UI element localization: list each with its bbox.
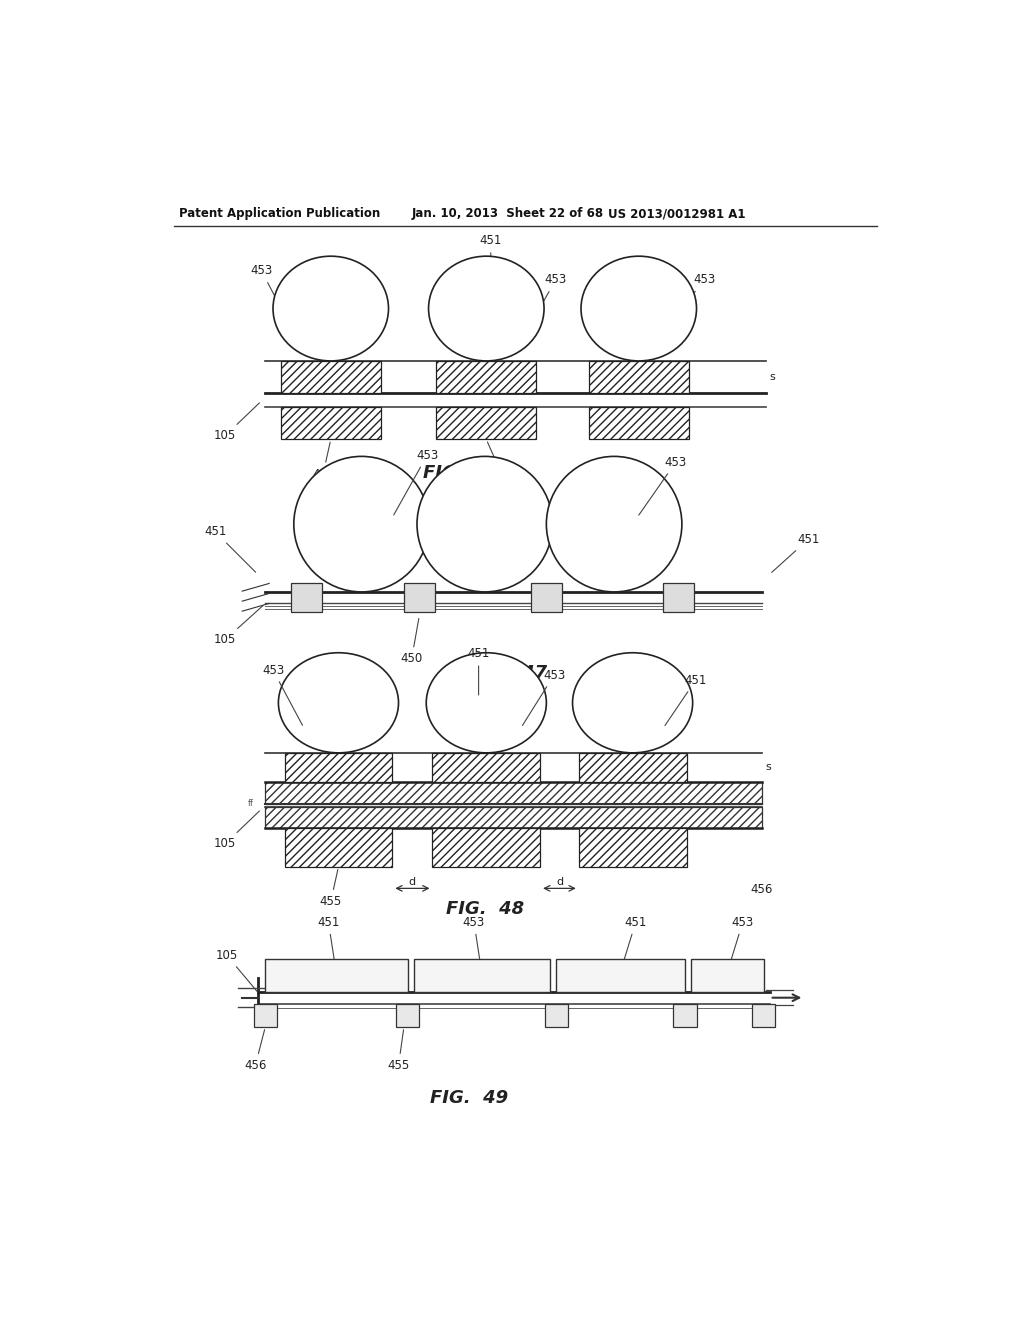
Text: 451: 451 bbox=[479, 234, 502, 322]
Bar bbox=[291, 582, 322, 612]
Bar bbox=[432, 752, 541, 781]
Text: 450: 450 bbox=[312, 442, 334, 480]
Ellipse shape bbox=[426, 653, 547, 752]
Text: ff: ff bbox=[248, 799, 254, 808]
Text: 451: 451 bbox=[622, 916, 647, 969]
Text: FIG.  48: FIG. 48 bbox=[445, 900, 524, 919]
Bar bbox=[531, 582, 562, 612]
Text: 453: 453 bbox=[250, 264, 291, 327]
Bar bbox=[265, 807, 762, 829]
Bar bbox=[589, 407, 689, 440]
Text: FIG.  47: FIG. 47 bbox=[469, 664, 547, 681]
Bar bbox=[285, 752, 392, 781]
Ellipse shape bbox=[581, 256, 696, 360]
Ellipse shape bbox=[294, 457, 429, 591]
Bar bbox=[265, 960, 408, 991]
Text: 455: 455 bbox=[387, 1030, 410, 1072]
Text: 451: 451 bbox=[317, 916, 340, 969]
Bar bbox=[281, 360, 381, 393]
Text: 453: 453 bbox=[639, 455, 687, 515]
Text: 105: 105 bbox=[214, 606, 263, 647]
Text: 451: 451 bbox=[467, 647, 489, 696]
Ellipse shape bbox=[273, 256, 388, 360]
Text: 456: 456 bbox=[751, 883, 773, 896]
Bar bbox=[403, 582, 435, 612]
Text: 453: 453 bbox=[672, 273, 716, 322]
Text: 105: 105 bbox=[214, 403, 259, 442]
Text: 450: 450 bbox=[400, 619, 423, 665]
Text: d: d bbox=[556, 878, 563, 887]
Bar bbox=[545, 1003, 568, 1027]
Text: 453: 453 bbox=[393, 449, 438, 515]
Ellipse shape bbox=[429, 256, 544, 360]
Text: 105: 105 bbox=[216, 949, 257, 991]
Bar bbox=[285, 829, 392, 867]
Text: 105: 105 bbox=[214, 810, 259, 850]
Text: 456: 456 bbox=[244, 1030, 266, 1072]
Text: FIG.  46: FIG. 46 bbox=[423, 463, 501, 482]
Bar bbox=[664, 582, 694, 612]
Text: s: s bbox=[770, 372, 775, 381]
Bar bbox=[589, 360, 689, 393]
Text: 453: 453 bbox=[522, 668, 565, 726]
Text: 451: 451 bbox=[665, 673, 707, 726]
Bar bbox=[752, 1003, 775, 1027]
Ellipse shape bbox=[417, 457, 553, 591]
Bar bbox=[691, 960, 764, 991]
Bar bbox=[436, 407, 537, 440]
Bar bbox=[432, 829, 541, 867]
Text: s: s bbox=[766, 763, 771, 772]
Bar bbox=[579, 752, 686, 781]
Text: 453: 453 bbox=[728, 916, 754, 969]
Text: d: d bbox=[409, 878, 416, 887]
Text: 453: 453 bbox=[463, 916, 485, 969]
Text: 453: 453 bbox=[262, 664, 302, 726]
Bar bbox=[436, 360, 537, 393]
Text: FIG.  49: FIG. 49 bbox=[430, 1089, 509, 1106]
Text: US 2013/0012981 A1: US 2013/0012981 A1 bbox=[608, 207, 745, 220]
Bar bbox=[674, 1003, 696, 1027]
Text: Patent Application Publication: Patent Application Publication bbox=[179, 207, 380, 220]
Bar bbox=[265, 781, 762, 804]
Bar bbox=[556, 960, 685, 991]
Bar bbox=[281, 407, 381, 440]
Text: 451: 451 bbox=[772, 533, 819, 573]
Text: 450: 450 bbox=[487, 442, 513, 480]
Bar bbox=[396, 1003, 419, 1027]
Text: 455: 455 bbox=[319, 870, 342, 908]
Text: Jan. 10, 2013  Sheet 22 of 68: Jan. 10, 2013 Sheet 22 of 68 bbox=[412, 207, 604, 220]
Ellipse shape bbox=[547, 457, 682, 591]
Text: 453: 453 bbox=[526, 273, 566, 333]
Ellipse shape bbox=[572, 653, 692, 752]
Text: 451: 451 bbox=[204, 525, 256, 573]
Ellipse shape bbox=[279, 653, 398, 752]
Bar bbox=[579, 829, 686, 867]
Bar bbox=[254, 1003, 276, 1027]
Bar bbox=[414, 960, 550, 991]
